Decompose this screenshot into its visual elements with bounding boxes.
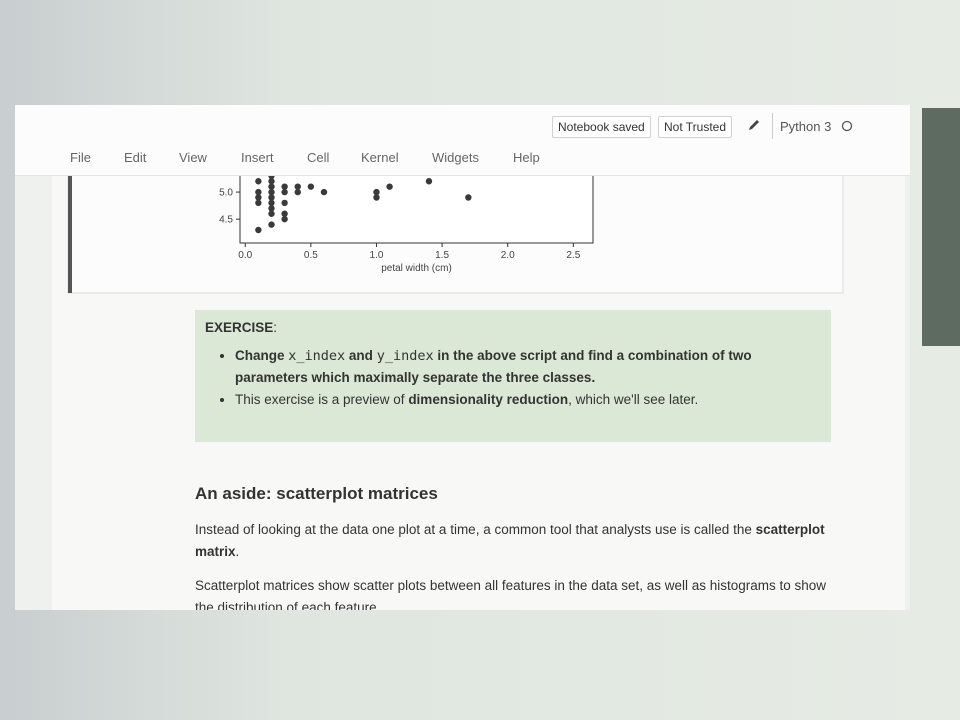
point — [281, 183, 288, 190]
menu-item[interactable]: Edit — [124, 150, 147, 165]
menu-item[interactable]: View — [179, 150, 207, 165]
point — [373, 194, 380, 201]
axes-frame — [239, 164, 594, 244]
menu-item[interactable]: Kernel — [361, 150, 399, 165]
point — [255, 226, 262, 234]
point — [307, 183, 315, 190]
x-tick-label: 0.5 — [304, 250, 318, 261]
cell-bar — [68, 170, 72, 293]
point — [294, 183, 301, 190]
y-tick-label: 5.0 — [219, 188, 233, 199]
x-tick-label: 1.5 — [435, 250, 449, 261]
x-tick-label: 0.0 — [238, 250, 252, 261]
text-run: and — [345, 348, 377, 363]
point — [255, 199, 262, 207]
point — [255, 194, 262, 201]
text-run: in the above script and find a combinati… — [235, 348, 752, 385]
point — [294, 188, 301, 196]
point — [268, 183, 275, 190]
exercise-title: EXERCISE — [205, 320, 274, 335]
exercise-item: Change x_index and y_index in the above … — [235, 345, 821, 389]
point — [373, 188, 380, 196]
paragraph: Instead of looking at the data one plot … — [195, 519, 835, 563]
y-tick-label: 4.5 — [219, 215, 233, 226]
point — [268, 194, 275, 201]
menu-item[interactable]: Widgets — [432, 150, 479, 165]
plot: 0.0 0.5 1.0 1.5 2.0 2.5 4.5 5.0 petal width (cm) — [67, 164, 844, 294]
notebook-window: 0.0 0.5 1.0 1.5 2.0 2.5 4.5 5.0 petal width (cm)… — [15, 105, 910, 610]
menu-item[interactable]: Help — [513, 150, 540, 165]
point — [268, 210, 275, 217]
exercise-colon: : — [273, 320, 278, 335]
aside: An aside: scatterplot matrices Instead o… — [195, 483, 835, 610]
point — [465, 194, 472, 201]
menu-item[interactable]: Insert — [241, 150, 274, 165]
edit-icon[interactable] — [747, 118, 761, 132]
text-run: Change — [235, 348, 289, 363]
text-run: This exercise is a preview of — [235, 392, 409, 407]
trust-button[interactable]: Not Trusted — [658, 116, 733, 138]
side-panel — [922, 108, 960, 346]
point — [268, 199, 275, 207]
x-tick-label: 2.0 — [501, 250, 515, 261]
point — [281, 188, 288, 196]
exercise-item: This exercise is a preview of dimensiona… — [235, 389, 821, 411]
x-axis-label: petal width (cm) — [381, 263, 452, 274]
point — [255, 178, 262, 185]
exercise-list: Change x_index and y_index in the above … — [205, 345, 821, 411]
menu-item[interactable]: Cell — [307, 150, 330, 165]
point — [268, 188, 275, 196]
paragraph: Scatterplot matrices show scatter plots … — [195, 575, 835, 610]
text-run: scatterplot matrix — [195, 522, 825, 559]
text-run: , which we'll see later. — [568, 392, 699, 407]
point — [386, 183, 393, 190]
text-run: . — [235, 544, 240, 559]
kernel-name: Python 3 — [780, 119, 832, 134]
separator — [772, 113, 773, 139]
exercise-box: EXERCISE: Change x_index and y_index in … — [195, 310, 831, 442]
text-run: x_index — [288, 348, 346, 364]
text-run: Instead of looking at the data one plot … — [195, 522, 756, 537]
text-run: y_index — [376, 348, 434, 364]
text-run: dimensionality reduction — [408, 392, 569, 407]
menu-item[interactable]: File — [70, 150, 91, 165]
point — [425, 178, 433, 185]
point — [268, 221, 275, 228]
point — [268, 205, 275, 212]
heading: An aside: scatterplot matrices — [195, 484, 438, 503]
header: Notebook saved Not Trusted Python 3 File… — [15, 105, 910, 176]
x-tick-label: 1.0 — [370, 250, 384, 261]
point — [281, 215, 288, 223]
kernel-status — [841, 120, 853, 132]
point — [268, 178, 275, 185]
text-run: Scatterplot matrices show scatter plots … — [195, 578, 827, 610]
point — [255, 188, 262, 196]
x-tick-label: 2.5 — [566, 250, 580, 261]
point — [320, 188, 328, 196]
point — [281, 199, 288, 207]
point — [281, 210, 288, 217]
status-button[interactable]: Notebook saved — [552, 116, 651, 138]
